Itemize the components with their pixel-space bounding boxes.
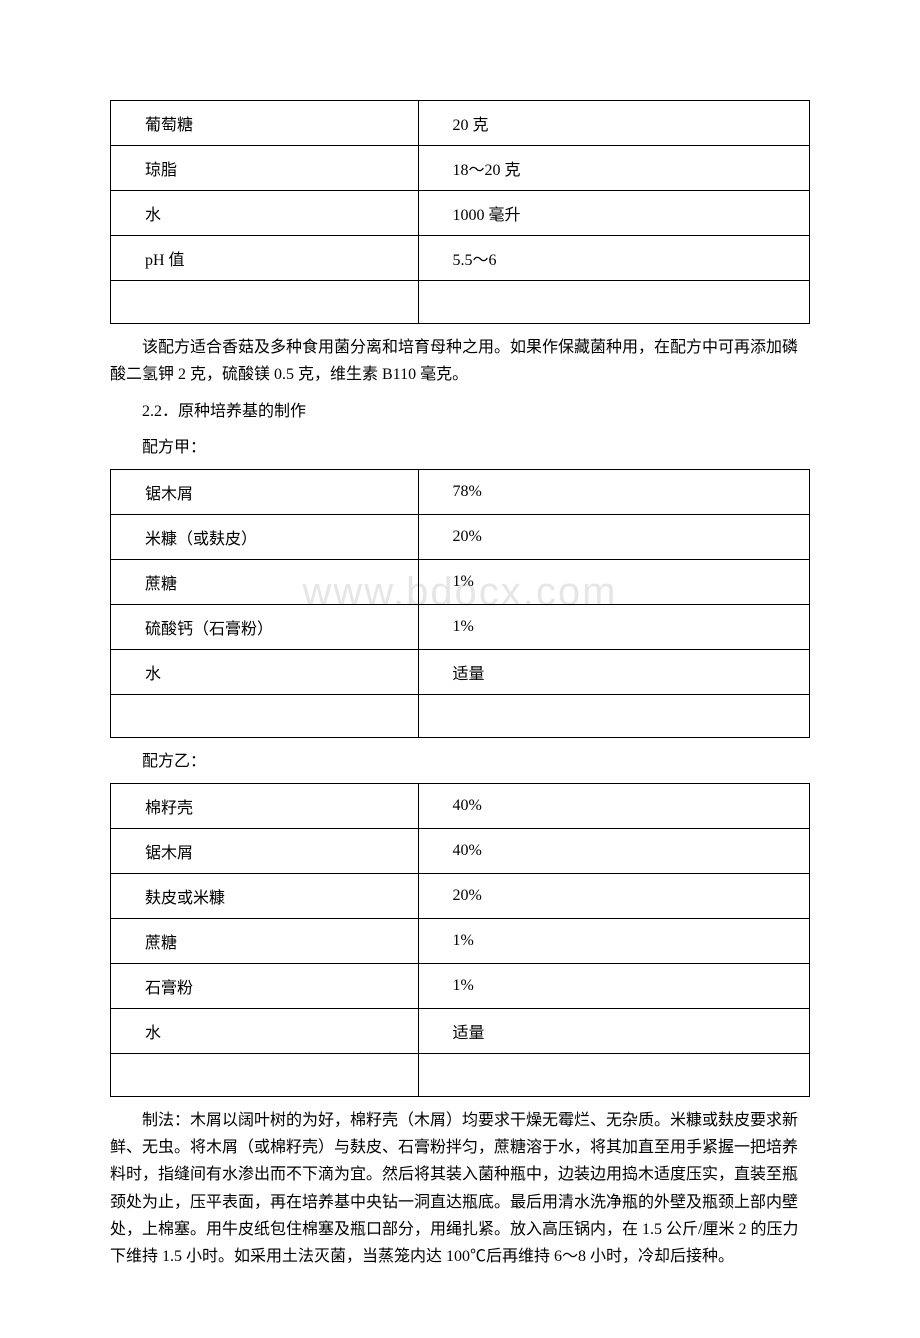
cell-value: 1% <box>418 604 809 649</box>
table-row: 琼脂18～20 克 <box>111 146 810 191</box>
table-row: 麸皮或米糠20% <box>111 873 810 918</box>
table-row: 葡萄糖20 克 <box>111 101 810 146</box>
cell-name: pH 值 <box>111 236 419 281</box>
cell-name <box>111 694 419 737</box>
recipe-b-label: 配方乙： <box>110 748 810 775</box>
cell-name: 麸皮或米糠 <box>111 873 419 918</box>
table-row: 锯木屑78% <box>111 469 810 514</box>
cell-name: 锯木屑 <box>111 828 419 873</box>
cell-value: 40% <box>418 783 809 828</box>
cell-value: 1% <box>418 559 809 604</box>
cell-value: 40% <box>418 828 809 873</box>
cell-value: 20% <box>418 514 809 559</box>
paragraph-note-1: 该配方适合香菇及多种食用菌分离和培育母种之用。如果作保藏菌种用，在配方中可再添加… <box>110 334 810 388</box>
table-row <box>111 1053 810 1096</box>
cell-value: 78% <box>418 469 809 514</box>
cell-value: 适量 <box>418 649 809 694</box>
cell-name: 石膏粉 <box>111 963 419 1008</box>
table-recipe-b: 棉籽壳40% 锯木屑40% 麸皮或米糠20% 蔗糖1% 石膏粉1% 水适量 <box>110 783 810 1097</box>
cell-name: 水 <box>111 191 419 236</box>
cell-value: 20 克 <box>418 101 809 146</box>
cell-name: 硫酸钙（石膏粉） <box>111 604 419 649</box>
cell-name: 锯木屑 <box>111 469 419 514</box>
recipe-a-label: 配方甲： <box>110 434 810 461</box>
table-row: 棉籽壳40% <box>111 783 810 828</box>
cell-value: 1% <box>418 963 809 1008</box>
cell-name <box>111 281 419 324</box>
cell-name: 葡萄糖 <box>111 101 419 146</box>
cell-value: 20% <box>418 873 809 918</box>
table-row <box>111 281 810 324</box>
cell-value: 1% <box>418 918 809 963</box>
cell-value <box>418 1053 809 1096</box>
table-row: 水适量 <box>111 1008 810 1053</box>
table-row: 蔗糖1% <box>111 918 810 963</box>
cell-name: 棉籽壳 <box>111 783 419 828</box>
table-row: 石膏粉1% <box>111 963 810 1008</box>
table-row: 锯木屑40% <box>111 828 810 873</box>
cell-name: 米糠（或麸皮） <box>111 514 419 559</box>
cell-name: 蔗糖 <box>111 918 419 963</box>
table-row: 米糠（或麸皮）20% <box>111 514 810 559</box>
cell-name: 水 <box>111 1008 419 1053</box>
cell-value: 5.5～6 <box>418 236 809 281</box>
table-row: pH 值5.5～6 <box>111 236 810 281</box>
cell-value <box>418 281 809 324</box>
table-row: 水1000 毫升 <box>111 191 810 236</box>
table-row: 水适量 <box>111 649 810 694</box>
cell-name: 琼脂 <box>111 146 419 191</box>
section-title-22: 2.2．原种培养基的制作 <box>110 398 810 425</box>
table-recipe-a: 锯木屑78% 米糠（或麸皮）20% 蔗糖1% 硫酸钙（石膏粉）1% 水适量 <box>110 469 810 738</box>
cell-name: 水 <box>111 649 419 694</box>
table-ingredients-1: 葡萄糖20 克 琼脂18～20 克 水1000 毫升 pH 值5.5～6 <box>110 100 810 324</box>
paragraph-method: 制法：木屑以阔叶树的为好，棉籽壳（木屑）均要求干燥无霉烂、无杂质。米糠或麸皮要求… <box>110 1107 810 1270</box>
cell-value: 1000 毫升 <box>418 191 809 236</box>
table-row <box>111 694 810 737</box>
cell-value: 18～20 克 <box>418 146 809 191</box>
cell-name <box>111 1053 419 1096</box>
table-row: 硫酸钙（石膏粉）1% <box>111 604 810 649</box>
cell-name: 蔗糖 <box>111 559 419 604</box>
cell-value <box>418 694 809 737</box>
cell-value: 适量 <box>418 1008 809 1053</box>
table-row: 蔗糖1% <box>111 559 810 604</box>
